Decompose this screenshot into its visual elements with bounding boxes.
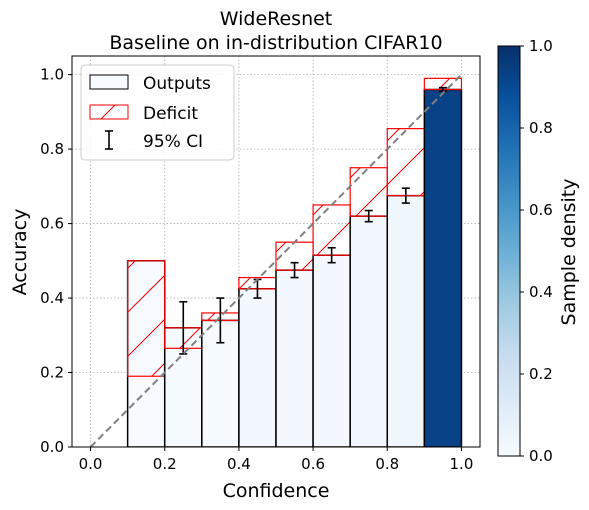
colorbar-tick-label: 0.4 xyxy=(529,283,553,301)
x-axis-label: Confidence xyxy=(223,480,330,502)
colorbar-label: Sample density xyxy=(558,179,580,326)
legend-ci-label: 95% CI xyxy=(143,132,203,152)
legend-outputs-label: Outputs xyxy=(143,74,211,94)
y-tick-label: 0.6 xyxy=(40,215,64,233)
x-tick-label: 1.0 xyxy=(450,455,474,473)
y-tick-label: 0.4 xyxy=(40,289,64,307)
x-axis: 0.0 0.2 0.4 0.6 0.8 1.0 xyxy=(79,447,474,473)
plot-frame xyxy=(71,55,481,448)
output-bar xyxy=(312,254,351,447)
colorbar-tick-label: 0.8 xyxy=(529,119,553,137)
x-tick-label: 0.8 xyxy=(375,455,399,473)
legend-outputs-swatch xyxy=(89,74,129,90)
colorbar-tick-label: 0.6 xyxy=(529,201,553,219)
chart-subtitle: Baseline on in-distribution CIFAR10 xyxy=(109,32,442,54)
deficit-bar xyxy=(386,128,425,197)
colorbar-tick-label: 0.2 xyxy=(529,365,553,383)
confidence-interval xyxy=(327,246,336,264)
confidence-interval xyxy=(179,300,188,355)
colorbar xyxy=(497,45,521,457)
x-tick-label: 0.4 xyxy=(227,455,251,473)
errorbars-group xyxy=(179,86,447,355)
bars-group xyxy=(126,77,463,447)
output-bar xyxy=(238,287,277,447)
confidence-interval xyxy=(216,297,225,344)
confidence-interval xyxy=(290,261,299,279)
deficit-bar xyxy=(127,260,166,377)
output-bar xyxy=(423,88,463,447)
colorbar-tick-label: 0.0 xyxy=(529,447,553,465)
legend-ci-marker xyxy=(105,130,113,150)
legend-deficit-label: Deficit xyxy=(143,104,198,124)
x-tick-label: 0.6 xyxy=(301,455,325,473)
y-axis: 0.0 0.2 0.4 0.6 0.8 1.0 xyxy=(40,66,72,456)
chart-title: WideResnet xyxy=(220,8,333,30)
colorbar-ticks: 0.0 0.2 0.4 0.6 0.8 1.0 xyxy=(520,37,553,465)
confidence-interval xyxy=(364,209,373,223)
output-bar xyxy=(386,194,426,447)
legend-deficit-swatch xyxy=(89,104,129,120)
colorbar-tick-label: 1.0 xyxy=(529,37,553,55)
legend-deficit-hatch xyxy=(100,104,116,120)
deficit-bar xyxy=(312,204,351,256)
output-bar xyxy=(275,269,314,447)
legend: Outputs Deficit 95% CI xyxy=(80,64,235,161)
y-tick-label: 0.8 xyxy=(40,140,64,158)
y-tick-label: 1.0 xyxy=(40,66,64,84)
y-tick-label: 0.2 xyxy=(40,364,64,382)
x-tick-label: 0.2 xyxy=(153,455,177,473)
y-axis-label: Accuracy xyxy=(9,209,31,296)
output-bar xyxy=(349,215,389,447)
y-tick-label: 0.0 xyxy=(40,438,64,456)
confidence-interval xyxy=(438,86,447,93)
confidence-interval xyxy=(401,187,410,204)
deficit-bar xyxy=(349,167,388,217)
x-tick-label: 0.0 xyxy=(79,455,103,473)
